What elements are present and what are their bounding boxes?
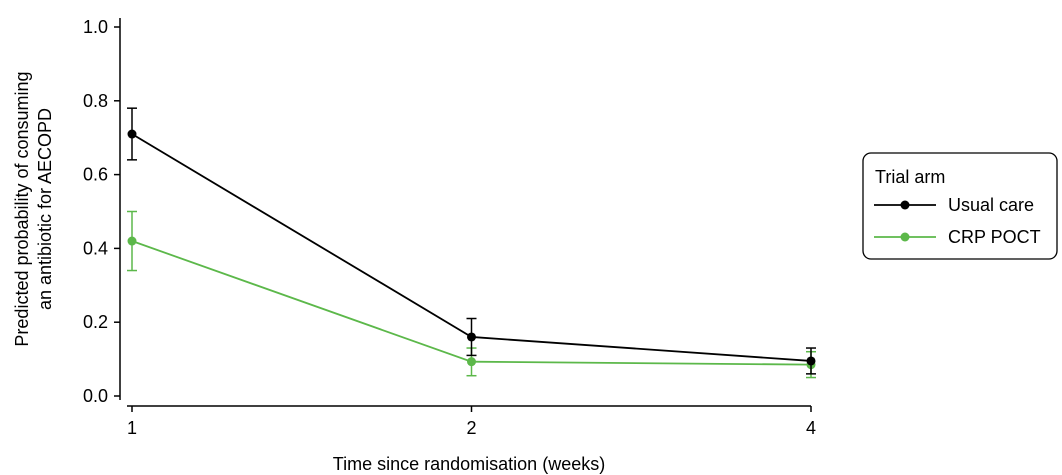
y-tick-label: 0.2 xyxy=(83,312,108,332)
legend-title: Trial arm xyxy=(875,167,945,187)
data-point-usual-care xyxy=(127,129,137,139)
axes xyxy=(119,18,811,407)
legend: Trial arm Usual care CRP POCT xyxy=(862,152,1058,260)
x-tick-label: 1 xyxy=(127,418,137,438)
legend-label-usual-care: Usual care xyxy=(948,195,1034,215)
y-tick-label: 0.8 xyxy=(83,91,108,111)
x-tick-label: 2 xyxy=(466,418,476,438)
x-ticks: 1 2 4 xyxy=(127,406,816,438)
y-tick-label: 0.0 xyxy=(83,386,108,406)
y-tick-label: 0.6 xyxy=(83,165,108,185)
y-axis-label-line-1: Predicted probability of consuming xyxy=(12,71,32,346)
data-point-crp-poct xyxy=(467,357,476,367)
y-tick-label: 1.0 xyxy=(83,17,108,37)
x-axis-label: Time since randomisation (weeks) xyxy=(333,454,605,474)
legend-label-crp-poct: CRP POCT xyxy=(948,227,1041,247)
y-ticks: 0.0 0.2 0.4 0.6 0.8 1.0 xyxy=(83,17,120,406)
legend-box xyxy=(862,152,1058,260)
data-point-usual-care xyxy=(467,332,476,342)
series-layer xyxy=(127,107,816,379)
series-usual-care xyxy=(127,107,816,375)
legend-marker-crp-poct xyxy=(900,232,910,242)
data-point-usual-care xyxy=(806,356,816,366)
y-axis-label-line-2: an antibiotic for AECOPD xyxy=(35,108,55,310)
y-tick-label: 0.4 xyxy=(83,238,108,258)
data-point-crp-poct xyxy=(127,236,137,246)
x-tick-label: 4 xyxy=(806,418,816,438)
legend-marker-usual-care xyxy=(900,200,910,210)
